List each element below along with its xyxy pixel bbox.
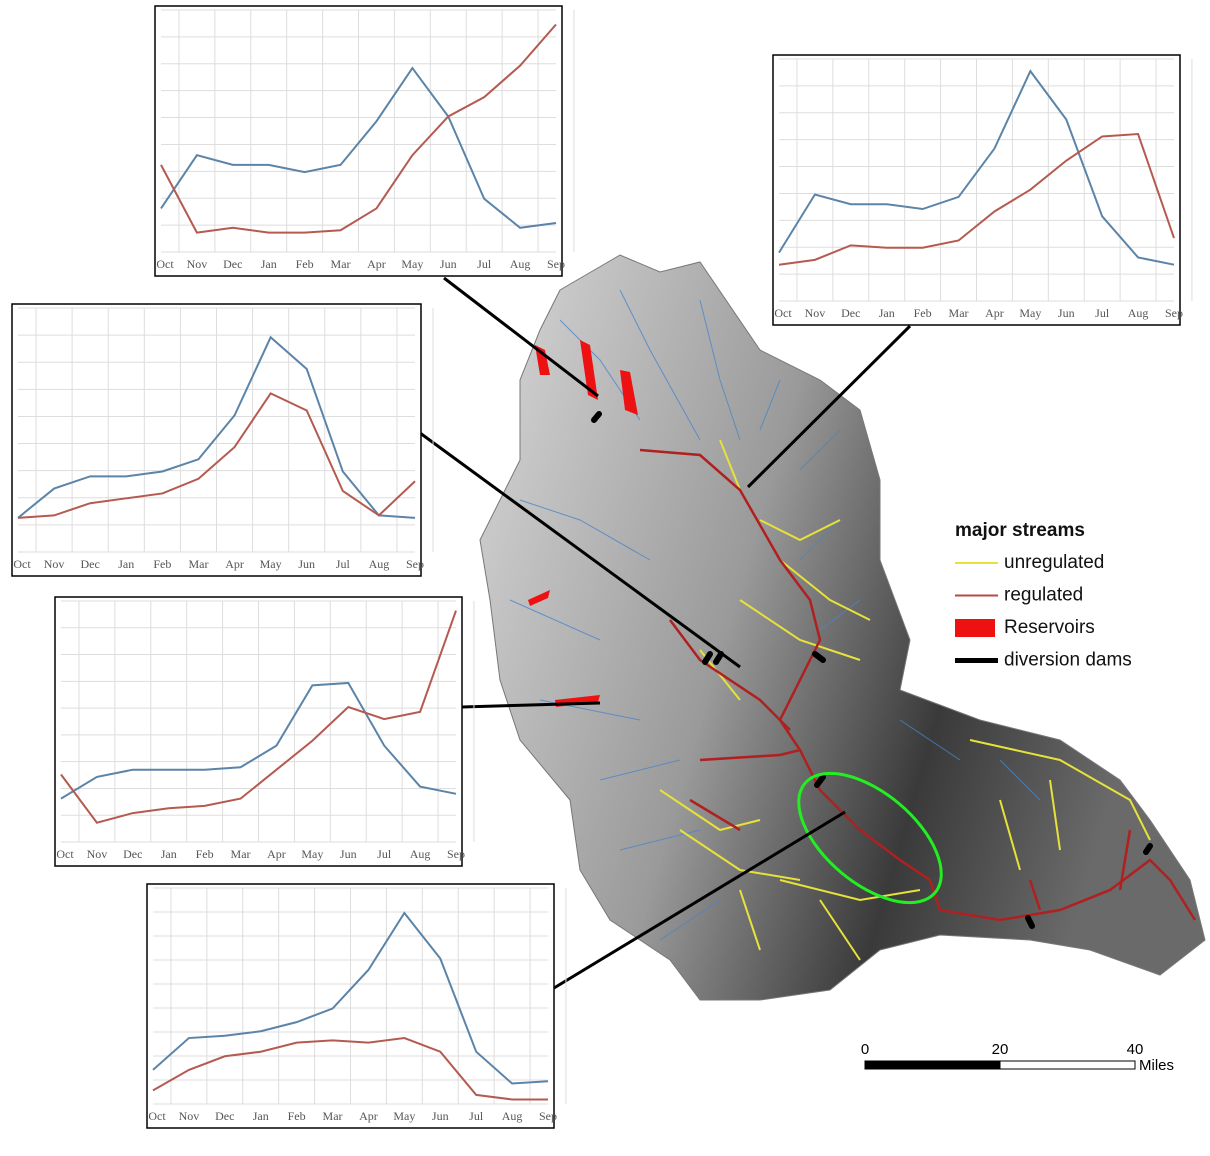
legend-label: diversion dams: [1004, 650, 1132, 671]
x-tick-label: Aug: [410, 847, 431, 861]
legend-label: Reservoirs: [1004, 617, 1095, 638]
x-tick-label: Nov: [44, 557, 65, 571]
x-tick-label: Feb: [196, 847, 214, 861]
page: {"chart_data": [ {"type": "line", "categ…: [0, 0, 1210, 1151]
x-tick-label: Mar: [231, 847, 251, 861]
x-tick-label: May: [1019, 306, 1041, 320]
x-tick-label: Feb: [288, 1109, 306, 1123]
x-tick-label: Apr: [225, 557, 244, 571]
x-tick-label: Mar: [331, 257, 351, 271]
legend-label: unregulated: [1004, 552, 1104, 573]
x-tick-label: Feb: [914, 306, 932, 320]
x-tick-label: Oct: [156, 257, 174, 271]
x-tick-label: Jan: [118, 557, 134, 571]
x-tick-label: Oct: [56, 847, 74, 861]
x-tick-label: Dec: [223, 257, 242, 271]
x-tick-label: Apr: [367, 257, 386, 271]
x-tick-label: Mar: [949, 306, 969, 320]
x-tick-label: Nov: [187, 257, 208, 271]
line-chart: Oct Nov Dec Jan Feb Mar Apr May Jun Jul Aug Sep: [147, 884, 566, 1128]
x-tick-label: Jan: [879, 306, 895, 320]
x-tick-label: Aug: [510, 257, 531, 271]
scale-segment: [1000, 1061, 1135, 1069]
x-tick-label: Dec: [123, 847, 142, 861]
x-tick-label: Jul: [377, 847, 392, 861]
x-tick-label: Apr: [985, 306, 1004, 320]
x-tick-label: Dec: [841, 306, 860, 320]
x-tick-label: Oct: [13, 557, 31, 571]
x-tick-label: Jun: [340, 847, 357, 861]
x-tick-label: Sep: [447, 847, 465, 861]
legend-swatch: [955, 619, 995, 637]
x-tick-label: Nov: [805, 306, 826, 320]
x-tick-label: Jul: [469, 1109, 484, 1123]
x-tick-label: Nov: [87, 847, 108, 861]
x-tick-label: Aug: [1128, 306, 1149, 320]
line-chart: Oct Nov Dec Jan Feb Mar Apr May Jun Jul Aug Sep: [12, 304, 433, 576]
x-tick-label: Sep: [406, 557, 424, 571]
x-tick-label: Jul: [477, 257, 492, 271]
x-tick-label: Jan: [161, 847, 177, 861]
scale-tick-label: 20: [992, 1041, 1009, 1058]
scale-tick-label: 40: [1127, 1041, 1144, 1058]
x-tick-label: Oct: [774, 306, 792, 320]
x-tick-label: Mar: [188, 557, 208, 571]
x-tick-label: May: [401, 257, 423, 271]
x-tick-label: Sep: [547, 257, 565, 271]
x-tick-label: Oct: [148, 1109, 166, 1123]
x-tick-label: Feb: [153, 557, 171, 571]
scale-unit: Miles: [1139, 1057, 1174, 1074]
x-tick-label: Nov: [179, 1109, 200, 1123]
x-tick-label: May: [260, 557, 282, 571]
scale-segment: [865, 1061, 1000, 1069]
legend-title: major streams: [955, 520, 1085, 541]
x-tick-label: May: [301, 847, 323, 861]
x-tick-label: Sep: [539, 1109, 557, 1123]
x-tick-label: Jan: [261, 257, 277, 271]
legend-items: unregulated regulated Reservoirs diversion …: [955, 552, 1132, 671]
x-tick-label: Jun: [298, 557, 315, 571]
x-tick-label: Sep: [1165, 306, 1183, 320]
x-tick-label: Jul: [336, 557, 351, 571]
x-tick-label: Jan: [253, 1109, 269, 1123]
x-tick-label: May: [393, 1109, 415, 1123]
x-tick-label: Dec: [81, 557, 100, 571]
x-tick-label: Jun: [1058, 306, 1075, 320]
scale-tick-label: 0: [861, 1041, 869, 1058]
x-tick-label: Jun: [440, 257, 457, 271]
x-tick-label: Apr: [359, 1109, 378, 1123]
x-tick-label: Apr: [267, 847, 286, 861]
line-chart: Oct Nov Dec Jan Feb Mar Apr May Jun Jul Aug Sep: [55, 597, 474, 866]
x-tick-label: Mar: [323, 1109, 343, 1123]
x-tick-label: Aug: [369, 557, 390, 571]
map-figure: Oct Nov Dec Jan Feb Mar Apr May Jun Jul Aug Sep Oct N…: [0, 0, 1210, 1151]
x-tick-label: Jun: [432, 1109, 449, 1123]
line-chart: Oct Nov Dec Jan Feb Mar Apr May Jun Jul Aug Sep: [773, 55, 1192, 325]
line-chart: Oct Nov Dec Jan Feb Mar Apr May Jun Jul Aug Sep: [155, 6, 574, 276]
x-tick-label: Dec: [215, 1109, 234, 1123]
legend: major streams unregulated regulated Reserv…: [955, 520, 1132, 671]
x-tick-label: Aug: [502, 1109, 523, 1123]
x-tick-label: Jul: [1095, 306, 1110, 320]
map: [480, 255, 1205, 1000]
legend-label: regulated: [1004, 585, 1083, 606]
x-tick-label: Feb: [296, 257, 314, 271]
